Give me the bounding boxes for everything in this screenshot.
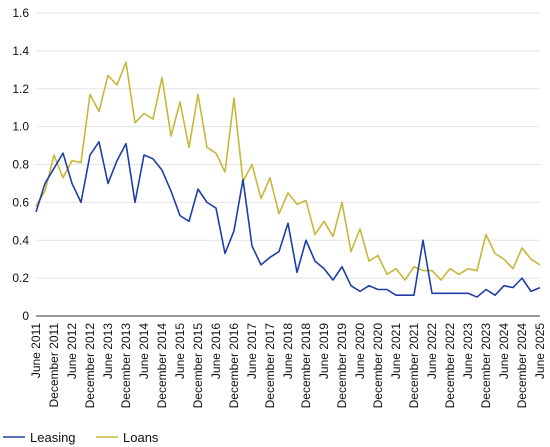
x-tick-label: December 2017 <box>263 323 277 409</box>
y-tick-label: 0.4 <box>12 233 29 247</box>
legend: Leasing Loans <box>3 430 159 445</box>
x-tick-label: December 2018 <box>299 323 313 409</box>
legend-label-loans: Loans <box>123 430 159 445</box>
y-tick-label: 0.6 <box>12 195 29 209</box>
x-tick-label: December 2015 <box>191 323 205 409</box>
x-tick-label: June 2012 <box>65 323 79 379</box>
x-tick-label: June 2016 <box>209 323 223 379</box>
y-tick-label: 0.2 <box>12 271 29 285</box>
y-tick-label: 1.2 <box>12 82 29 96</box>
series-lines <box>35 61 541 298</box>
x-tick-label: June 2022 <box>425 323 439 379</box>
y-tick-label: 1.0 <box>12 120 29 134</box>
x-tick-label: June 2017 <box>245 323 259 379</box>
x-tick-label: June 2011 <box>29 323 43 378</box>
x-tick-label: December 2023 <box>479 323 493 409</box>
x-tick-label: June 2023 <box>461 323 475 379</box>
x-tick-label: June 2020 <box>353 323 367 379</box>
x-tick-label: June 2013 <box>101 323 115 379</box>
x-tick-label: December 2024 <box>515 323 529 409</box>
x-tick-label: June 2025 <box>533 323 547 379</box>
y-tick-label: 0.8 <box>12 158 29 172</box>
series-line-loans <box>35 61 541 281</box>
x-tick-label: December 2020 <box>371 323 385 409</box>
x-tick-label: December 2016 <box>227 323 241 409</box>
x-tick-label: June 2014 <box>137 323 151 379</box>
x-tick-label: June 2015 <box>173 323 187 379</box>
legend-item-loans: Loans <box>96 430 159 445</box>
y-tick-label: 1.4 <box>12 44 29 58</box>
legend-label-leasing: Leasing <box>30 430 76 445</box>
x-tick-label: December 2019 <box>335 323 349 409</box>
x-tick-label: June 2024 <box>497 323 511 379</box>
x-axis: June 2011 December 2011 June 2012 December … <box>29 323 547 409</box>
x-tick-label: June 2018 <box>281 323 295 379</box>
grid-lines <box>36 12 540 317</box>
x-tick-label: December 2021 <box>407 323 421 409</box>
x-tick-label: December 2011 <box>47 323 61 408</box>
y-axis: 0 0.2 0.4 0.6 0.8 1.0 1.2 1.4 1.6 <box>12 6 29 323</box>
x-tick-label: June 2021 <box>389 323 403 379</box>
x-tick-label: December 2012 <box>83 323 97 409</box>
x-tick-label: December 2022 <box>443 323 457 409</box>
series-line-leasing <box>35 140 541 298</box>
x-tick-label: December 2013 <box>119 323 133 409</box>
legend-item-leasing: Leasing <box>3 430 76 445</box>
x-tick-label: December 2014 <box>155 323 169 409</box>
y-tick-label: 0 <box>22 309 29 323</box>
x-tick-label: June 2019 <box>317 323 331 379</box>
y-tick-label: 1.6 <box>12 6 29 20</box>
